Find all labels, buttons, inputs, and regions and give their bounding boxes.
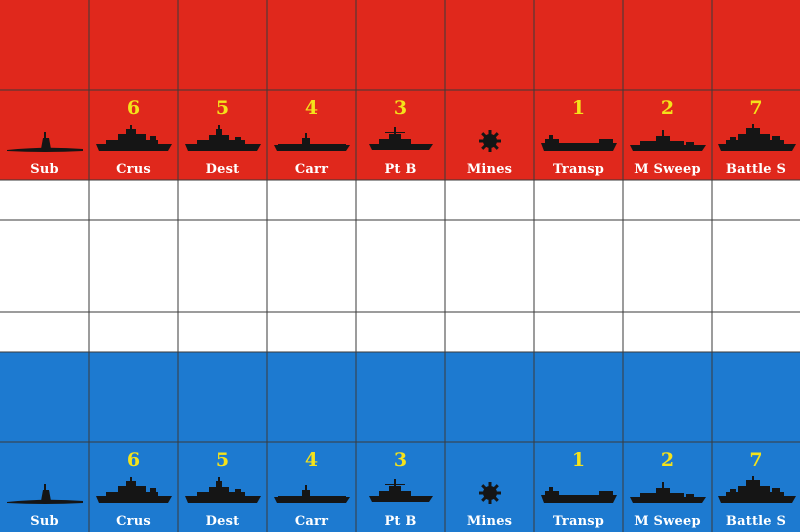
blue-counter-sub[interactable]: Sub xyxy=(0,442,89,532)
counter-rank-number: 3 xyxy=(393,97,408,119)
patrol-boat-icon xyxy=(361,124,441,157)
red-counter-sub[interactable]: Sub xyxy=(0,90,89,180)
counter-rank-number: 7 xyxy=(749,449,763,471)
counter-rank-number: 7 xyxy=(749,97,763,119)
blue-counter-transp[interactable]: 1 Transp xyxy=(534,442,623,532)
battleship-icon xyxy=(716,476,796,509)
destroyer-icon xyxy=(183,124,263,157)
blue-counter-mines[interactable]: Mines xyxy=(445,442,534,532)
red-counter-crus[interactable]: 6 Crus xyxy=(89,90,178,180)
counter-rank-number: 5 xyxy=(215,97,230,119)
red-counter-pt-b[interactable]: 3 Pt B xyxy=(356,90,445,180)
counter-label: Sub xyxy=(30,514,59,529)
red-counter-mines[interactable]: Mines xyxy=(445,90,534,180)
red-counter-transp[interactable]: 1 Transp xyxy=(534,90,623,180)
counter-label: Pt B xyxy=(384,514,417,529)
carrier-icon xyxy=(272,124,352,157)
patrol-boat-icon xyxy=(361,476,441,509)
counter-label: Transp xyxy=(552,162,605,177)
minesweeper-icon xyxy=(628,476,708,509)
counter-label: Crus xyxy=(116,162,151,177)
counter-label: Carr xyxy=(294,514,329,529)
blue-counter-pt-b[interactable]: 3 Pt B xyxy=(356,442,445,532)
counter-label: Mines xyxy=(466,162,513,177)
counter-label: Transp xyxy=(552,514,605,529)
mine-icon xyxy=(450,124,530,157)
red-counter-dest[interactable]: 5 Dest xyxy=(178,90,267,180)
counter-rank-number: 2 xyxy=(660,97,675,119)
cruiser-icon xyxy=(94,476,174,509)
minesweeper-icon xyxy=(628,124,708,157)
red-counter-m-sweep[interactable]: 2 M Sweep xyxy=(623,90,712,180)
counter-rank-number: 5 xyxy=(215,449,230,471)
counter-label: Battle S xyxy=(725,514,787,529)
counter-rank-number: 1 xyxy=(571,97,586,119)
cruiser-icon xyxy=(94,124,174,157)
counter-label: Sub xyxy=(30,162,59,177)
counter-label: Dest xyxy=(205,514,240,529)
counter-label: Carr xyxy=(294,162,329,177)
transport-icon xyxy=(539,476,619,509)
counter-rank-number: 1 xyxy=(571,449,586,471)
counter-label: M Sweep xyxy=(634,514,701,529)
counter-label: M Sweep xyxy=(634,162,701,177)
counter-label: Battle S xyxy=(725,162,787,177)
blue-counter-carr[interactable]: 4 Carr xyxy=(267,442,356,532)
counter-label: Dest xyxy=(205,162,240,177)
blue-counter-dest[interactable]: 5 Dest xyxy=(178,442,267,532)
red-counter-carr[interactable]: 4 Carr xyxy=(267,90,356,180)
counter-rank-number: 3 xyxy=(393,449,408,471)
counter-label: Pt B xyxy=(384,162,417,177)
mine-icon xyxy=(450,476,530,509)
white-band xyxy=(0,180,800,352)
blue-counter-crus[interactable]: 6 Crus xyxy=(89,442,178,532)
red-counter-battle-s[interactable]: 7 Battle S xyxy=(712,90,800,180)
submarine-icon xyxy=(5,124,85,157)
battleship-icon xyxy=(716,124,796,157)
submarine-icon xyxy=(5,476,85,509)
counter-rank-number: 6 xyxy=(126,97,141,119)
transport-icon xyxy=(539,124,619,157)
counter-rank-number: 4 xyxy=(304,449,319,471)
counter-rank-number: 2 xyxy=(660,449,675,471)
blue-counter-battle-s[interactable]: 7 Battle S xyxy=(712,442,800,532)
counter-rank-number: 4 xyxy=(304,97,319,119)
destroyer-icon xyxy=(183,476,263,509)
blue-counter-m-sweep[interactable]: 2 M Sweep xyxy=(623,442,712,532)
counter-rank-number: 6 xyxy=(126,449,141,471)
counter-label: Mines xyxy=(466,514,513,529)
carrier-icon xyxy=(272,476,352,509)
counter-label: Crus xyxy=(116,514,151,529)
